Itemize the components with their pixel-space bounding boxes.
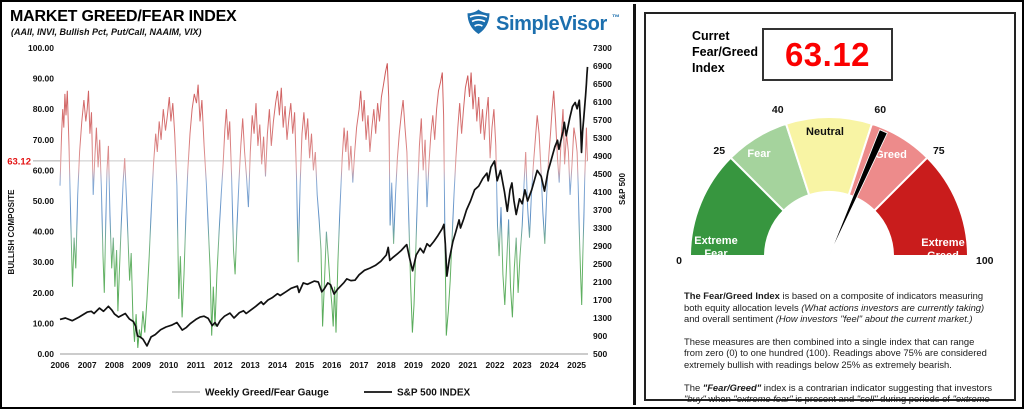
gauge-panel: Curret Fear/Greed Index 63.12 Extreme Fea…: [644, 12, 1018, 407]
left-axis-tick: 90.00: [33, 74, 55, 84]
x-axis-tick: 2022: [486, 360, 505, 370]
gauge-segment-label: Extreme Greed: [921, 237, 964, 262]
x-axis-tick: 2010: [159, 360, 178, 370]
gauge: Extreme Fear Fear Neutral Greed Extreme Greed 0…: [676, 104, 994, 267]
x-axis-tick: 2019: [404, 360, 423, 370]
left-axis-tick: 20.00: [33, 288, 55, 298]
gauge-segment-extreme-greed: [872, 156, 970, 257]
gauge-tick-label: 75: [933, 145, 945, 157]
x-axis-tick: 2014: [268, 360, 287, 370]
composite-chart-panel: MARKET GREED/FEAR INDEX (AAII, INVI, Bul…: [4, 4, 636, 405]
left-axis-tick: 50.00: [33, 196, 55, 206]
x-axis-tick: 2009: [132, 360, 151, 370]
left-axis-tick: 10.00: [33, 318, 55, 328]
gauge-segment-label: Neutral: [806, 126, 844, 138]
right-axis-tick: 6500: [593, 79, 612, 89]
right-axis-tick: 2900: [593, 241, 612, 251]
greed-fear-line: [59, 63, 588, 348]
reference-value-label: 63.12: [7, 156, 31, 167]
description-paragraph: The Fear/Greed Index is based on a compo…: [684, 290, 985, 325]
right-axis-tick: 2100: [593, 277, 612, 287]
left-axis-tick: 30.00: [33, 257, 55, 267]
x-axis-tick: 2012: [214, 360, 233, 370]
current-index-label: Curret Fear/Greed Index: [692, 29, 759, 75]
right-axis-tick: 7300: [593, 43, 612, 53]
brand-name: SimpleVisor: [496, 13, 607, 35]
gauge-container: Extreme Fear Fear Neutral Greed Extreme Greed 0…: [646, 100, 1018, 272]
description-paragraph: The "Fear/Greed" index is a contrarian i…: [684, 381, 993, 407]
left-axis-tick: 60.00: [33, 165, 55, 175]
sp500-line: [59, 66, 589, 347]
left-axis-tick: 0.00: [37, 349, 54, 359]
x-axis-tick: 2018: [377, 360, 396, 370]
chart-subtitle: (AAII, INVI, Bullish Pct, Put/Call, NAAI…: [11, 27, 202, 37]
x-axis-tick: 2011: [187, 360, 206, 370]
x-axis-tick: 2007: [78, 360, 97, 370]
right-axis-tick: 3300: [593, 223, 612, 233]
page-title: MARKET GREED/FEAR INDEX: [10, 8, 237, 25]
right-axis-tick: 2500: [593, 259, 612, 269]
right-axis-tick: 4500: [593, 169, 612, 179]
right-axis-tick: 5300: [593, 133, 612, 143]
right-axis-tick: 6900: [593, 61, 612, 71]
right-axis-title: S&P 500: [618, 173, 627, 205]
x-axis-tick: 2016: [322, 360, 341, 370]
left-axis-tick: 70.00: [33, 135, 55, 145]
right-axis-tick: 500: [593, 349, 607, 359]
x-axis-tick: 2021: [458, 360, 477, 370]
legend-label-greed-fear: Weekly Greed/Fear Gauge: [205, 388, 329, 399]
right-axis-tick: 6100: [593, 97, 612, 107]
gauge-needle: [828, 129, 888, 257]
x-axis-tick: 2017: [350, 360, 369, 370]
composite-chart: 63.12 0.00 10.00 20.00 30.00 40.00 50.00 60.00 7…: [7, 43, 627, 399]
left-axis-tick: 100.00: [28, 43, 54, 53]
gauge-description: The Fear/Greed Index is based on a compo…: [684, 290, 994, 407]
gauge-tick-label: 100: [976, 255, 994, 267]
right-axis-tick: 4100: [593, 187, 612, 197]
legend-label-sp500: S&P 500 INDEX: [397, 388, 471, 399]
gauge-segment-label: Fear: [747, 148, 771, 160]
shield-icon: [466, 9, 491, 40]
x-axis-tick: 2025: [567, 360, 586, 370]
current-index-value-box: 63.12: [762, 28, 893, 81]
x-axis-tick: 2023: [513, 360, 532, 370]
gauge-tick-label: 60: [874, 104, 886, 116]
current-index-value: 63.12: [784, 35, 871, 73]
gauge-tick-label: 0: [676, 255, 682, 267]
description-paragraph: These measures are then combined into a …: [684, 335, 987, 370]
right-axis-tick: 4900: [593, 151, 612, 161]
right-axis-tick: 900: [593, 331, 607, 341]
right-axis-tick: 1300: [593, 313, 612, 323]
left-axis-title: BULLISH COMPOSITE: [7, 189, 16, 275]
gauge-tick-label: 25: [713, 145, 725, 157]
right-axis-tick: 1700: [593, 295, 612, 305]
x-axis-tick: 2015: [295, 360, 314, 370]
brand-trademark: ™: [611, 13, 620, 22]
left-axis-tick: 40.00: [33, 227, 55, 237]
gauge-segment-label: Greed: [875, 149, 907, 161]
x-axis-tick: 2008: [105, 360, 124, 370]
right-axis-tick: 3700: [593, 205, 612, 215]
x-axis-tick: 2020: [431, 360, 450, 370]
right-axis-tick: 5700: [593, 115, 612, 125]
simplevisor-logo: SimpleVisor ™: [466, 9, 620, 40]
x-axis-tick: 2013: [241, 360, 260, 370]
left-axis-tick: 80.00: [33, 104, 55, 114]
x-axis-tick: 2024: [540, 360, 559, 370]
gauge-segment-label: Extreme Fear: [694, 235, 737, 260]
x-axis-tick: 2006: [51, 360, 70, 370]
gauge-tick-label: 40: [772, 104, 784, 116]
